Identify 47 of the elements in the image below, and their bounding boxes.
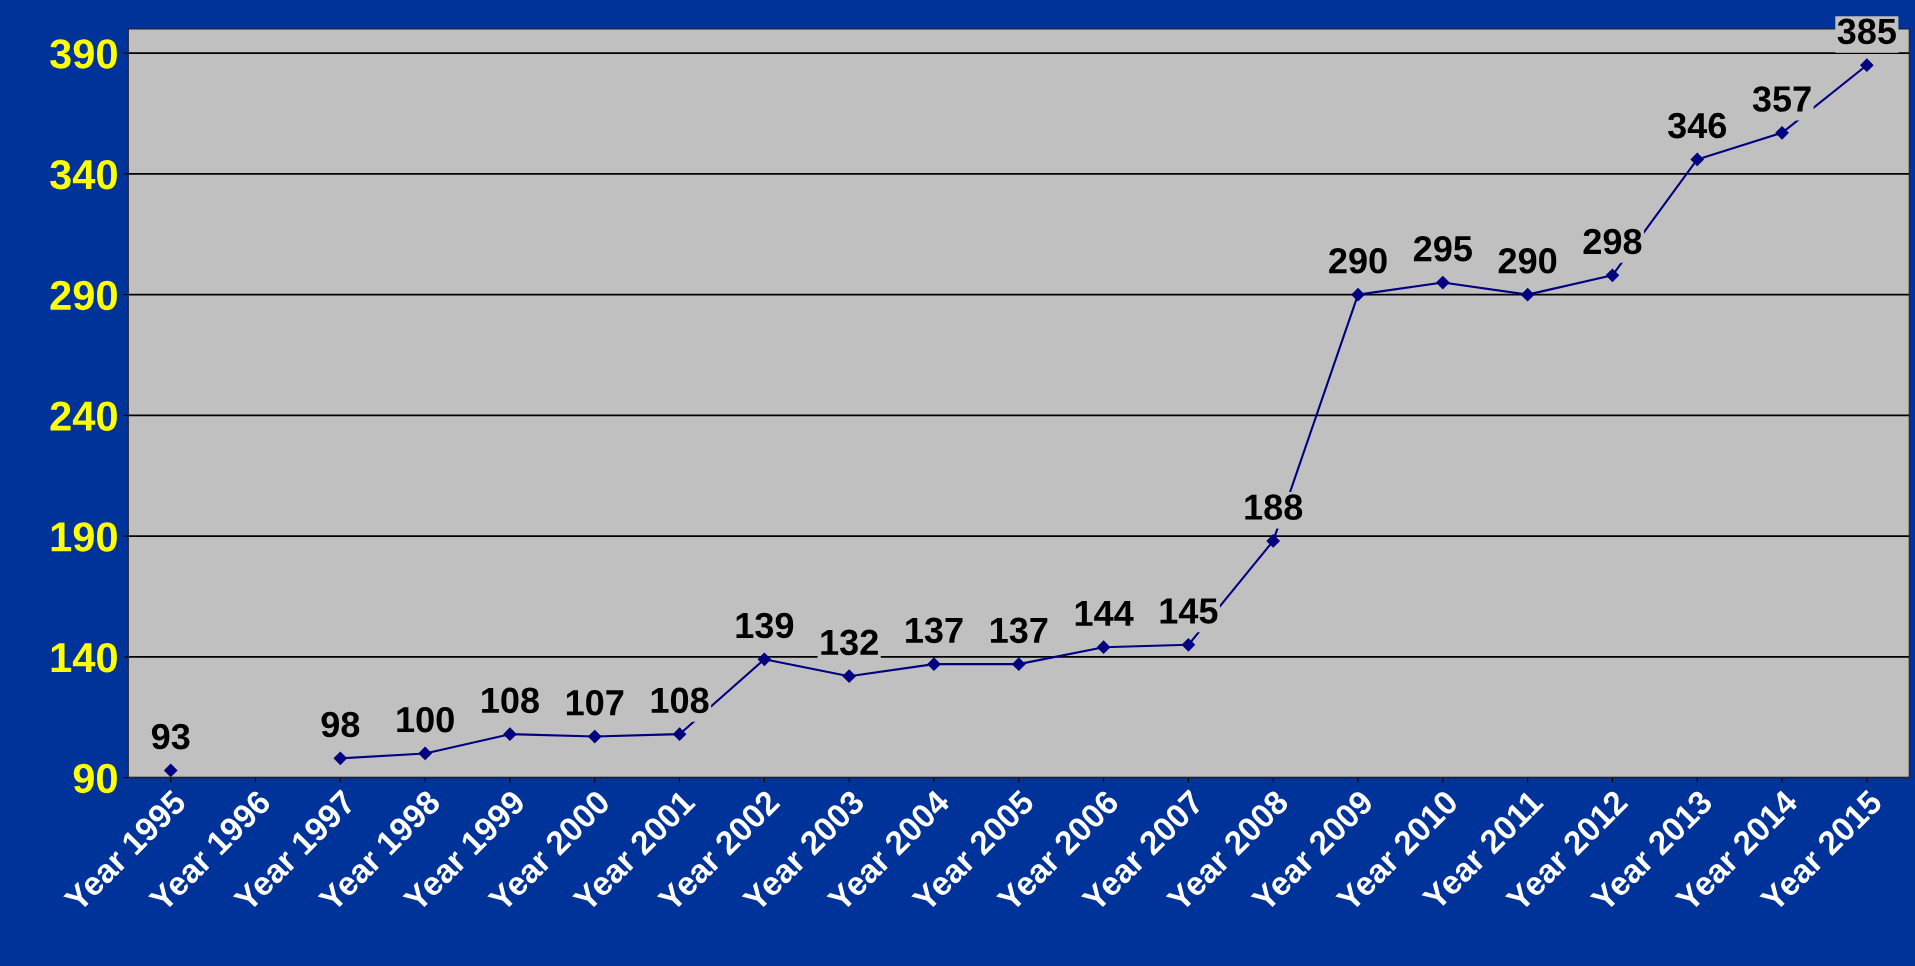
y-tick-label: 340 [50,159,117,190]
point [333,751,347,765]
data-label: 100 [397,706,454,733]
point [164,763,178,777]
data-label: 145 [1160,598,1218,624]
point [1521,288,1535,302]
data-label: 108 [651,687,709,714]
point [1436,275,1450,290]
data-label: 93 [151,723,190,750]
data-label: 144 [1075,600,1134,626]
point [1860,58,1874,72]
point [1012,657,1026,671]
point [1181,638,1195,652]
data-label: 188 [1245,494,1303,520]
point [418,746,432,761]
data-label: 295 [1413,235,1472,262]
y-tick-label: 190 [51,522,117,552]
y-tick-label: 140 [51,642,117,673]
data-label: 290 [1329,248,1387,274]
point [927,657,941,671]
point [1775,126,1789,140]
data-label: 137 [906,617,963,644]
y-tick-label: 90 [73,763,117,794]
data-label: 290 [1498,248,1557,274]
y-tick-label: 240 [50,401,117,431]
data-label: 137 [990,617,1048,644]
data-label: 108 [482,687,539,714]
y-tick-label: 390 [50,39,117,69]
data-label: 357 [1752,86,1811,112]
data-label: 139 [736,612,794,639]
data-label: 298 [1583,228,1642,255]
point [1096,640,1111,654]
data-label: 132 [821,629,878,656]
data-label: 98 [321,711,360,738]
point [1690,152,1704,166]
point [1266,534,1280,548]
data-label: 385 [1837,18,1896,45]
point [503,727,517,741]
point [842,669,856,683]
point [1605,268,1620,282]
point [757,652,771,666]
y-tick-label: 290 [50,280,117,311]
point [672,727,687,741]
point [588,729,602,744]
data-label: 346 [1667,112,1727,139]
data-label: 107 [566,689,624,716]
point [1351,288,1365,302]
